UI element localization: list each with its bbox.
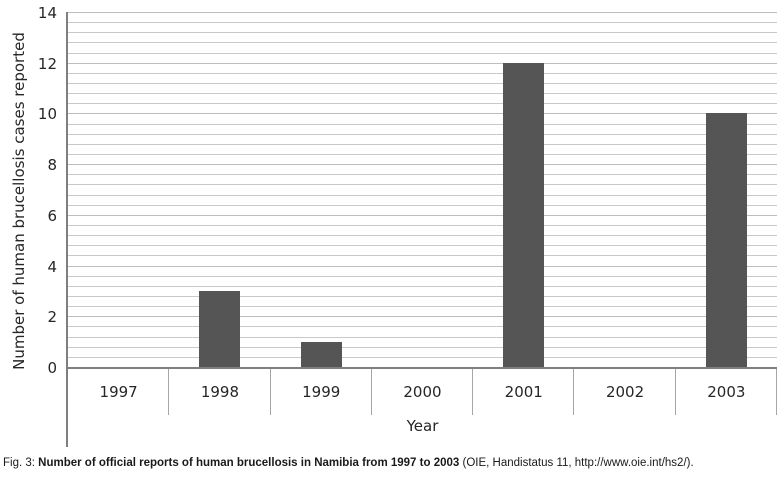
x-category-label-2001: 2001	[504, 383, 543, 401]
x-axis-tick	[370, 369, 372, 415]
gridline	[68, 93, 777, 95]
y-tick-label-4: 4	[47, 257, 57, 276]
x-category-label-1997: 1997	[99, 383, 138, 401]
x-category-label-2003: 2003	[707, 383, 746, 401]
gridline	[68, 184, 777, 186]
x-category-label-1999: 1999	[302, 383, 341, 401]
gridline	[68, 356, 777, 358]
bar-2003	[705, 113, 747, 367]
gridline	[68, 12, 777, 13]
gridline	[68, 32, 777, 34]
gridline	[68, 326, 777, 328]
x-axis-tick	[472, 369, 474, 415]
gridline	[68, 204, 777, 206]
gridline	[68, 336, 777, 338]
gridline	[68, 72, 777, 74]
gridline	[68, 52, 777, 54]
gridline	[68, 194, 777, 196]
gridline	[68, 113, 777, 115]
y-tick-label-8: 8	[47, 156, 57, 175]
gridline	[68, 255, 777, 257]
caption-title: Number of official reports of human bruc…	[38, 457, 460, 469]
gridline	[68, 103, 777, 105]
gridline	[68, 245, 777, 247]
gridline	[68, 62, 777, 64]
figure-caption: Fig. 3: Number of official reports of hu…	[3, 457, 781, 469]
x-axis-tick	[776, 369, 777, 415]
gridline	[68, 164, 777, 166]
bar-2001	[503, 62, 545, 367]
gridline	[68, 265, 777, 267]
x-axis-title: Year	[406, 417, 439, 435]
gridline	[68, 316, 777, 318]
gridline	[68, 22, 777, 24]
y-tick-label-2: 2	[47, 308, 57, 327]
x-axis-category-labels: 1997 1998 1999 2000 2001 2002 2003	[68, 369, 777, 415]
x-axis-tick	[573, 369, 575, 415]
y-tick-label-10: 10	[37, 105, 57, 124]
x-axis-tick	[674, 369, 676, 415]
y-axis-line	[66, 12, 68, 447]
caption-fig-label: Fig. 3:	[3, 457, 39, 469]
x-category-label-2000: 2000	[403, 383, 442, 401]
gridline	[68, 235, 777, 237]
gridline	[68, 133, 777, 135]
gridline	[68, 123, 777, 125]
gridline	[68, 225, 777, 226]
x-axis-tick	[269, 369, 271, 415]
y-tick-label-6: 6	[47, 206, 57, 225]
bar-1999	[300, 341, 342, 367]
gridline	[68, 346, 777, 348]
y-tick-label-14: 14	[37, 4, 57, 22]
gridline	[68, 174, 777, 176]
gridline	[68, 275, 777, 277]
gridline	[68, 83, 777, 84]
caption-source: (OIE, Handistatus 11, http://www.oie.int…	[459, 457, 694, 469]
gridline	[68, 285, 777, 287]
gridline	[68, 296, 777, 297]
y-tick-label-0: 0	[47, 359, 57, 377]
brucellosis-bar-chart: Number of human brucellosis cases report…	[10, 4, 777, 447]
x-category-label-2002: 2002	[605, 383, 645, 401]
gridline	[68, 154, 777, 155]
x-axis-line	[66, 367, 777, 369]
y-tick-label-12: 12	[37, 54, 57, 73]
gridline	[68, 143, 777, 145]
gridline	[68, 42, 777, 44]
gridline	[68, 306, 777, 308]
x-axis-tick	[168, 369, 170, 415]
gridline	[68, 214, 777, 216]
x-category-label-1998: 1998	[200, 383, 240, 401]
bar-1998	[199, 290, 241, 367]
